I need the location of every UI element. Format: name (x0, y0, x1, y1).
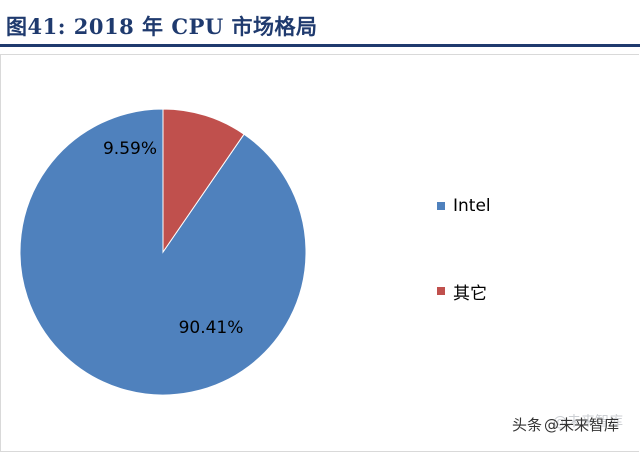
watermark: 头条 @未来智库 (512, 414, 619, 435)
faint-watermark: @未来智库 (553, 411, 623, 431)
watermark-handle: @未来智库 (544, 416, 620, 434)
legend-item-2: 其它 (437, 280, 487, 304)
faint-watermark-text: @未来智库 (553, 414, 623, 430)
title-divider (0, 44, 640, 47)
legend-swatch-2 (437, 287, 445, 295)
pie-slice-2 (162, 108, 245, 254)
chart-title: 图41: 2018 年 CPU 市场格局 (6, 14, 318, 39)
legend-label-1: Intel (453, 196, 491, 216)
watermark-prefix: 头条 (512, 416, 543, 434)
data-label-1: 90.41% (179, 318, 244, 338)
legend-swatch-1 (437, 202, 445, 210)
legend-item-1: Intel (437, 195, 491, 217)
data-label-2: 9.59% (103, 139, 157, 159)
legend-label-2: 其它 (453, 283, 487, 304)
chart-frame (0, 54, 639, 452)
